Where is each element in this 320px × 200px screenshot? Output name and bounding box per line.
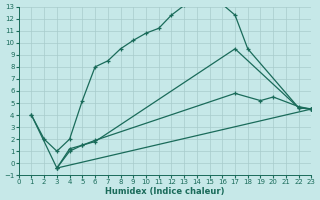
- X-axis label: Humidex (Indice chaleur): Humidex (Indice chaleur): [105, 187, 225, 196]
